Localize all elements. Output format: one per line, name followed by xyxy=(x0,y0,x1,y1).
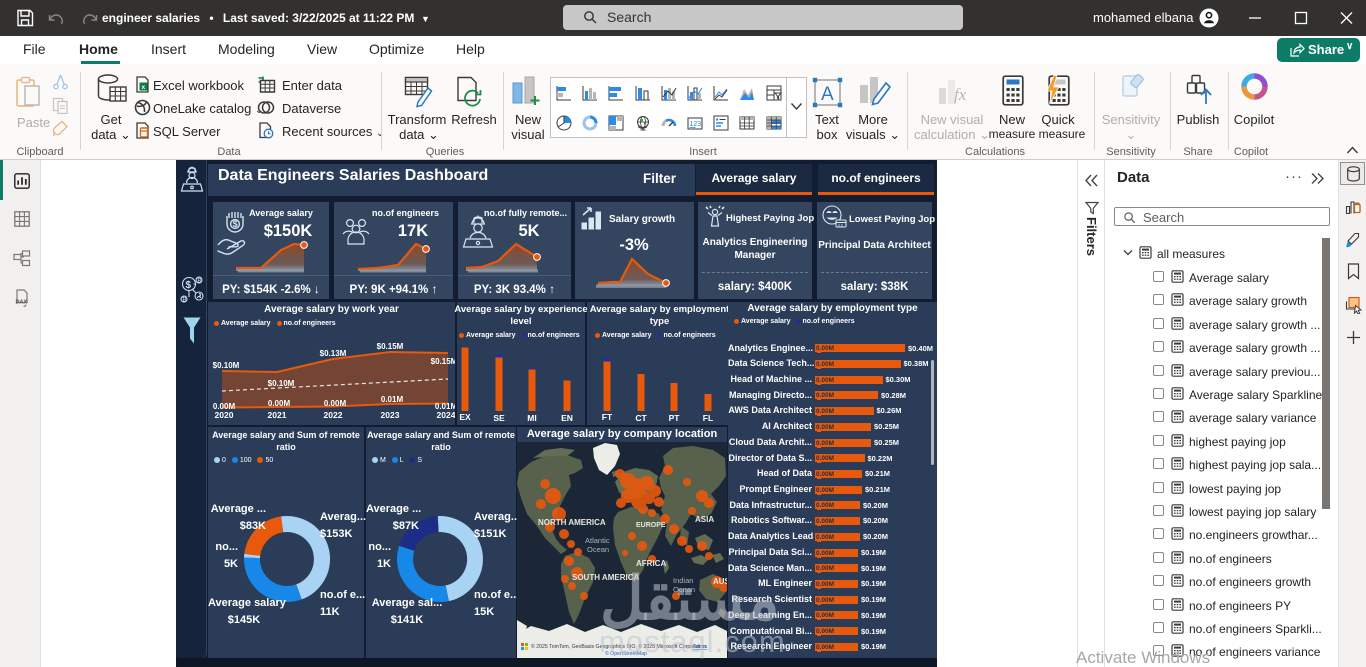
svg-text:2021: 2021 xyxy=(268,410,287,420)
svg-text:MI: MI xyxy=(527,413,536,423)
svg-text:0.0: 0.0 xyxy=(838,224,843,228)
svg-text:EUROPE: EUROPE xyxy=(636,522,666,529)
svg-text:$0.15M: $0.15M xyxy=(431,357,455,366)
svg-text:NORTH AMERICA: NORTH AMERICA xyxy=(538,518,606,527)
svg-text:0.01M: 0.01M xyxy=(435,402,455,411)
svg-text:2022: 2022 xyxy=(324,410,343,420)
svg-text:CT: CT xyxy=(635,413,647,423)
svg-text:x: x xyxy=(142,84,146,91)
svg-text:$0.10M: $0.10M xyxy=(213,361,240,370)
svg-text:DAX: DAX xyxy=(16,300,28,306)
svg-text:123: 123 xyxy=(690,121,702,128)
svg-text:A: A xyxy=(821,84,834,105)
svg-text:$: $ xyxy=(233,219,238,229)
svg-text:$0.13M: $0.13M xyxy=(320,349,347,358)
svg-text:ASIA: ASIA xyxy=(695,515,714,524)
svg-text:₿: ₿ xyxy=(197,278,202,285)
svg-text:EN: EN xyxy=(561,413,573,423)
svg-text:AFRICA: AFRICA xyxy=(636,559,666,568)
svg-text:0.00M: 0.00M xyxy=(213,402,236,411)
svg-text:SE: SE xyxy=(493,413,505,423)
svg-text:FT: FT xyxy=(602,412,613,422)
svg-text:$0.15M: $0.15M xyxy=(377,342,404,351)
svg-text:AUS: AUS xyxy=(713,577,727,586)
svg-text:FL: FL xyxy=(703,413,713,423)
svg-text:EX: EX xyxy=(459,412,471,422)
svg-text:0.00M: 0.00M xyxy=(268,399,291,408)
svg-text:fx: fx xyxy=(954,85,966,104)
svg-text:2020: 2020 xyxy=(215,410,234,420)
svg-text:PT: PT xyxy=(669,413,681,423)
svg-text:₿: ₿ xyxy=(182,297,187,304)
svg-text:© OpenStreetMap: © OpenStreetMap xyxy=(605,650,647,657)
svg-text:Indian: Indian xyxy=(673,576,693,585)
svg-text:Atlantic: Atlantic xyxy=(585,536,610,545)
svg-text:Ocean: Ocean xyxy=(587,545,609,554)
svg-text:$0.10M: $0.10M xyxy=(268,379,295,388)
svg-text:2023: 2023 xyxy=(381,410,400,420)
svg-text:Terms: Terms xyxy=(693,644,708,650)
svg-text:$: $ xyxy=(186,280,192,291)
svg-text:2024: 2024 xyxy=(437,410,455,420)
svg-text:0.01M: 0.01M xyxy=(381,395,404,404)
svg-text:© 2025 TomTom, GeoBasis Geogra: © 2025 TomTom, GeoBasis Geographics SIO,… xyxy=(531,643,708,650)
svg-text:SOUTH AMERICA: SOUTH AMERICA xyxy=(572,573,639,582)
svg-text:Ocean: Ocean xyxy=(673,585,695,594)
svg-text:0.00M: 0.00M xyxy=(324,399,347,408)
